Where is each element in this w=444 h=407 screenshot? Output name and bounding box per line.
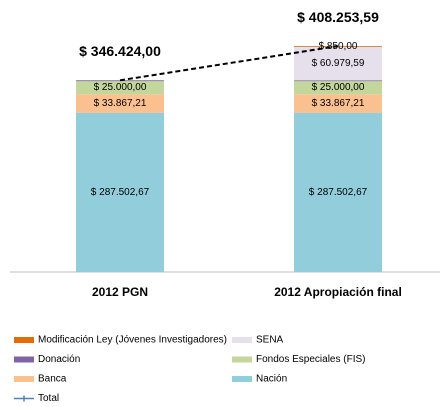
legend-label: Modificación Ley (Jóvenes Investigadores… (38, 335, 227, 346)
bar-segment (294, 46, 382, 81)
legend-label: Total (38, 393, 59, 404)
bar-segment (76, 112, 164, 272)
legend-label: SENA (256, 335, 284, 346)
data-label: $ 25.000,00 (94, 82, 147, 93)
legend-swatch (232, 376, 252, 382)
total-line (119, 45, 339, 82)
bar-segment (294, 112, 382, 272)
legend-swatch (14, 356, 34, 363)
legend-swatch (232, 337, 252, 343)
legend-swatch (232, 356, 252, 363)
bar-segment (76, 80, 164, 82)
data-label: $ 287.502,67 (309, 187, 368, 198)
total-label: $ 346.424,00 (79, 43, 161, 59)
legend-label: Fondos Especiales (FIS) (256, 354, 366, 365)
bar-segment (76, 94, 164, 113)
total-label: $ 408.253,59 (297, 9, 379, 25)
x-tick-label: 2012 PGN (92, 285, 148, 299)
x-tick-label: 2012 Apropiación final (274, 285, 402, 299)
legend-label: Nación (256, 374, 287, 385)
data-label: $ 287.502,67 (91, 187, 150, 198)
legend-swatch (14, 337, 34, 343)
data-label: $ 33.867,21 (94, 98, 147, 109)
data-label: $ 33.867,21 (312, 98, 365, 109)
bar-segment (294, 80, 382, 95)
bar-segment (294, 80, 382, 82)
legend-label: Donación (38, 354, 80, 365)
bar-segment (76, 80, 164, 95)
legend-label: Banca (38, 374, 67, 385)
data-label: $ 25.000,00 (312, 82, 365, 93)
data-label: $ 850,00 (319, 41, 358, 52)
data-label: $ 60.979,59 (312, 58, 365, 69)
legend-swatch (14, 376, 34, 382)
bar-segment (294, 94, 382, 113)
